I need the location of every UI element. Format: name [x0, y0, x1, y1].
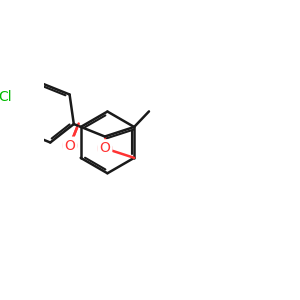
Text: Cl: Cl	[0, 90, 12, 104]
Circle shape	[98, 141, 112, 155]
Text: O: O	[64, 139, 75, 153]
Circle shape	[63, 139, 77, 153]
Text: O: O	[99, 141, 110, 155]
